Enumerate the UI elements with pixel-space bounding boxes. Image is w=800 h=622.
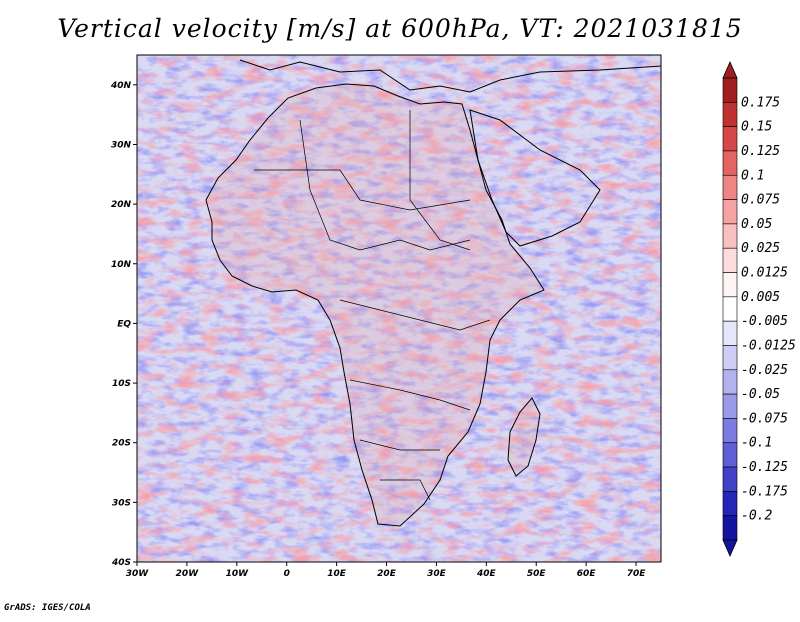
colorbar-swatch: [722, 393, 738, 419]
colorbar-label: -0.0125: [741, 338, 796, 353]
colorbar-label: 0.05: [741, 217, 772, 232]
colorbar-swatch: [722, 296, 738, 322]
colorbar-label: 0.0125: [741, 266, 788, 281]
europe-coastline: [239, 59, 661, 93]
lon-tick-label: 20W: [176, 569, 200, 579]
colorbar-swatch: [722, 247, 738, 273]
colorbar-label: -0.1: [741, 436, 772, 451]
colorbar-swatch: [722, 442, 738, 468]
lon-tick-label: 70E: [627, 569, 647, 579]
colorbar-label: -0.175: [741, 484, 788, 499]
lat-tick-label: 40S: [111, 558, 131, 568]
footer-credit: GrADS: IGES/COLA: [4, 603, 91, 613]
colorbar-label: -0.125: [741, 460, 788, 475]
colorbar-swatch: [722, 418, 738, 444]
lat-tick-label: EQ: [117, 319, 131, 329]
lon-tick-label: 60E: [577, 569, 597, 579]
lon-tick-label: 20E: [377, 569, 397, 579]
lon-axis: 30W 20W 10W 0 10E 20E 30E 40E 50E 60E 70E: [126, 562, 646, 579]
arabia-coastline: [469, 109, 601, 247]
colorbar-swatch: [722, 102, 738, 127]
colorbar-swatch: [722, 515, 738, 541]
lon-tick-label: 50E: [527, 569, 547, 579]
lat-tick-label: 30S: [112, 498, 131, 508]
lon-tick-label: 30E: [427, 569, 447, 579]
colorbar-swatch: [722, 174, 738, 200]
africa-coastline: [205, 83, 545, 527]
lat-tick-label: 20N: [111, 200, 132, 210]
colorbar: 0.175 0.15 0.125 0.1 0.075 0.05 0.025 0.0125 0.0…: [722, 61, 796, 557]
lon-tick-label: 10E: [327, 569, 347, 579]
lat-tick-label: 40N: [110, 81, 132, 91]
colorbar-swatch: [722, 272, 738, 298]
colorbar-swatch: [722, 369, 738, 395]
colorbar-label: -0.005: [741, 314, 788, 329]
lat-tick-label: 10S: [112, 379, 131, 389]
colorbar-swatch: [722, 150, 738, 176]
lat-tick-label: 30N: [111, 140, 132, 150]
colorbar-label: 0.1: [741, 168, 764, 183]
colorbar-label: -0.2: [741, 509, 772, 524]
colorbar-swatch: [722, 223, 738, 249]
colorbar-top-arrow: [722, 61, 738, 79]
colorbar-label: -0.075: [741, 411, 788, 426]
colorbar-swatch: [722, 345, 738, 371]
colorbar-label: -0.05: [741, 387, 780, 402]
country-borders: [254, 110, 491, 501]
colorbar-swatch: [722, 466, 738, 492]
map-field: [137, 55, 661, 562]
plot-title: Vertical velocity [m/s] at 600hPa, VT: 2…: [57, 14, 743, 43]
velocity-texture: [137, 55, 661, 562]
lon-tick-label: 10W: [226, 569, 250, 579]
colorbar-swatch: [722, 320, 738, 346]
lon-tick-label: 40E: [476, 569, 497, 579]
colorbar-label: 0.005: [741, 290, 780, 305]
madagascar-coastline: [507, 397, 541, 477]
colorbar-label: 0.025: [741, 241, 780, 256]
lon-tick-label: 0: [284, 569, 290, 579]
colorbar-label: -0.025: [741, 363, 788, 378]
colorbar-swatch: [722, 491, 738, 516]
lat-tick-label: 20S: [112, 439, 131, 449]
colorbar-label: 0.075: [741, 193, 780, 208]
colorbar-label: 0.175: [741, 95, 780, 110]
lat-axis: 40N 30N 20N 10N EQ 10S 20S 30S 40S: [110, 81, 137, 568]
colorbar-swatch: [722, 126, 738, 152]
lon-tick-label: 30W: [126, 569, 150, 579]
map-frame: [136, 54, 662, 563]
colorbar-bottom-arrow: [722, 539, 738, 557]
colorbar-label: 0.15: [741, 120, 772, 135]
colorbar-swatch: [722, 199, 738, 225]
lat-tick-label: 10N: [111, 260, 132, 270]
colorbar-label: 0.125: [741, 144, 780, 159]
colorbar-swatch: [722, 77, 738, 103]
